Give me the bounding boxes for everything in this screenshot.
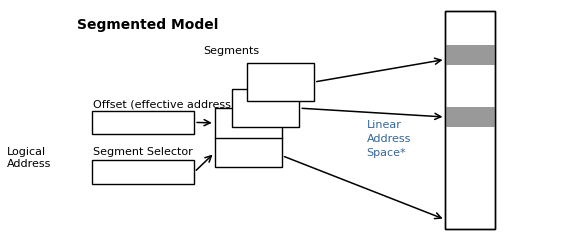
- Text: Linear
Address
Space*: Linear Address Space*: [366, 120, 411, 158]
- Bar: [446, 11, 495, 229]
- Text: Offset (effective address): Offset (effective address): [93, 99, 235, 109]
- Bar: [232, 89, 299, 127]
- Bar: [446, 45, 495, 66]
- Bar: [92, 110, 194, 134]
- Text: Logical
Address: Logical Address: [7, 147, 52, 169]
- Bar: [215, 108, 282, 168]
- Bar: [446, 107, 495, 127]
- Text: Segment Selector: Segment Selector: [93, 147, 193, 157]
- Text: Segments: Segments: [203, 46, 259, 56]
- Bar: [446, 11, 495, 229]
- Bar: [92, 160, 194, 184]
- Bar: [247, 63, 314, 101]
- Text: Segmented Model: Segmented Model: [77, 18, 219, 32]
